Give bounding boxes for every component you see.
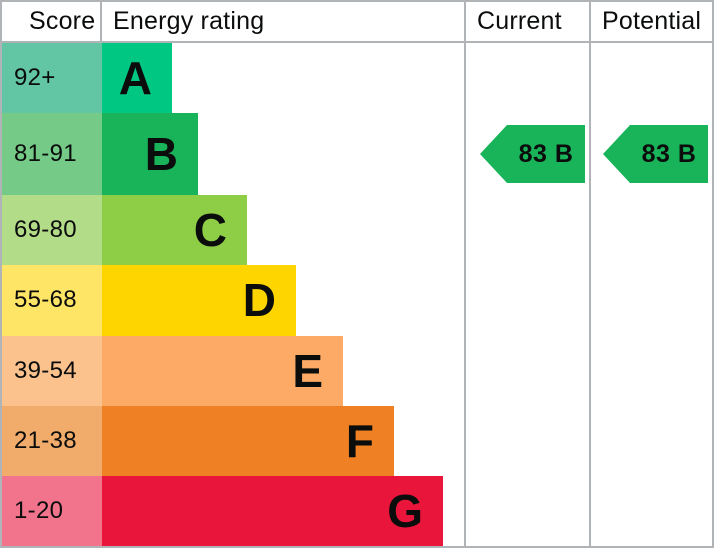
score-range-f: 21-38 xyxy=(2,405,102,476)
current-cell-e xyxy=(466,335,591,406)
score-range-a: 92+ xyxy=(2,43,102,114)
current-rating-arrow: 83 B xyxy=(480,125,585,184)
current-rating-value: 83 B xyxy=(518,139,574,168)
current-cell-c xyxy=(466,195,591,266)
potential-cell-e xyxy=(591,336,712,406)
score-range-b: 81-91 xyxy=(2,113,102,196)
potential-cell-f xyxy=(591,406,712,476)
header-row: Score Energy rating Current Potential xyxy=(2,2,712,43)
band-bar-d: D xyxy=(102,265,296,336)
band-row-g: 1-20 G xyxy=(2,475,712,546)
band-row-e: 39-54 E xyxy=(2,335,712,406)
band-letter-c: C xyxy=(193,204,227,257)
current-cell-g xyxy=(466,475,591,546)
energy-cell-b: B xyxy=(102,113,466,196)
band-letter-a: A xyxy=(118,52,152,105)
band-bar-e: E xyxy=(102,335,343,406)
left-arrow-icon xyxy=(480,125,585,184)
current-cell-f xyxy=(466,405,591,476)
band-bar-a: A xyxy=(102,43,172,114)
score-range-c: 69-80 xyxy=(2,195,102,266)
left-arrow-icon xyxy=(603,125,708,184)
current-column-header: Current xyxy=(466,2,591,43)
score-range-e: 39-54 xyxy=(2,335,102,406)
potential-rating-arrow: 83 B xyxy=(603,125,708,184)
band-letter-g: G xyxy=(387,484,423,537)
band-row-f: 21-38 F xyxy=(2,405,712,476)
band-row-d: 55-68 D xyxy=(2,265,712,336)
energy-cell-a: A xyxy=(102,43,466,114)
potential-cell-c xyxy=(591,195,712,265)
current-cell-a xyxy=(466,43,591,114)
potential-cell-a xyxy=(591,43,712,113)
potential-cell-b: 83 B xyxy=(591,113,712,195)
energy-cell-e: E xyxy=(102,335,466,406)
band-bar-b: B xyxy=(102,113,198,196)
current-cell-b: 83 B xyxy=(466,113,591,196)
score-column-header: Score xyxy=(2,2,102,43)
band-letter-e: E xyxy=(292,344,323,397)
potential-cell-d xyxy=(591,265,712,335)
band-bar-f: F xyxy=(102,405,394,476)
potential-rating-value: 83 B xyxy=(641,139,697,168)
score-range-g: 1-20 xyxy=(2,475,102,546)
potential-column-header: Potential xyxy=(591,2,712,43)
band-row-a: 92+ A xyxy=(2,43,712,114)
current-cell-d xyxy=(466,265,591,336)
band-bar-c: C xyxy=(102,195,247,266)
band-letter-d: D xyxy=(242,274,276,327)
energy-rating-column-header: Energy rating xyxy=(102,2,466,43)
energy-cell-g: G xyxy=(102,475,466,546)
band-row-b: 81-91 B 83 B 83 B xyxy=(2,113,712,196)
energy-cell-f: F xyxy=(102,405,466,476)
band-letter-b: B xyxy=(144,128,178,181)
potential-cell-g xyxy=(591,476,712,546)
energy-cell-d: D xyxy=(102,265,466,336)
score-range-d: 55-68 xyxy=(2,265,102,336)
band-bar-g: G xyxy=(102,475,443,546)
band-letter-f: F xyxy=(345,414,374,467)
band-row-c: 69-80 C xyxy=(2,195,712,266)
energy-cell-c: C xyxy=(102,195,466,266)
